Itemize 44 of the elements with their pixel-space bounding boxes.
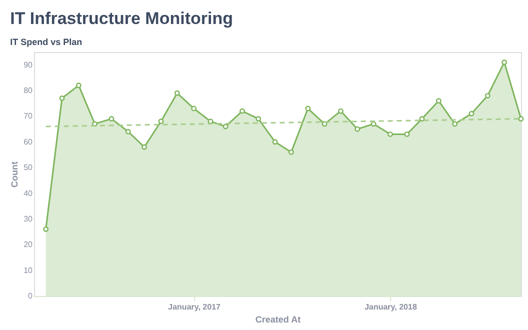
point — [484, 92, 490, 98]
y-axis-title: Count — [10, 162, 20, 188]
point — [272, 139, 278, 145]
point — [256, 116, 262, 122]
point — [354, 126, 360, 132]
point — [436, 98, 442, 104]
point — [288, 149, 294, 155]
y-tick-label: 60 — [24, 137, 34, 146]
y-tick-label: 10 — [24, 266, 34, 275]
point — [191, 106, 197, 112]
point — [338, 108, 344, 114]
point — [502, 60, 508, 65]
y-tick-label: 20 — [24, 240, 34, 250]
point — [404, 131, 410, 137]
x-axis-title: Created At — [255, 314, 301, 324]
point — [108, 116, 114, 122]
point — [59, 96, 65, 101]
x-tick-label: January, 2018 — [364, 302, 418, 312]
chart-subtitle: IT Spend vs Plan — [10, 37, 82, 47]
point — [43, 226, 49, 232]
point — [305, 106, 311, 112]
y-tick-label: 30 — [24, 214, 34, 224]
point — [388, 131, 393, 137]
point — [142, 144, 148, 150]
point — [125, 128, 131, 134]
point — [222, 124, 228, 130]
x-tick-label: January, 2017 — [168, 302, 222, 312]
y-tick-label: 90 — [24, 60, 34, 70]
point — [322, 121, 328, 127]
y-tick-label: 40 — [24, 188, 34, 198]
point — [452, 121, 458, 127]
point — [174, 90, 180, 96]
point — [419, 116, 425, 122]
point — [468, 110, 474, 116]
y-tick-label: 70 — [24, 112, 34, 121]
y-tick-label: 0 — [28, 292, 34, 300]
point — [76, 82, 82, 88]
chart-title: IT Infrastructure Monitoring — [10, 9, 233, 28]
point — [240, 108, 245, 114]
y-tick-label: 80 — [24, 86, 34, 96]
y-tick-label: 50 — [24, 163, 34, 172]
point — [158, 118, 164, 124]
point — [370, 121, 376, 127]
point — [518, 116, 524, 122]
